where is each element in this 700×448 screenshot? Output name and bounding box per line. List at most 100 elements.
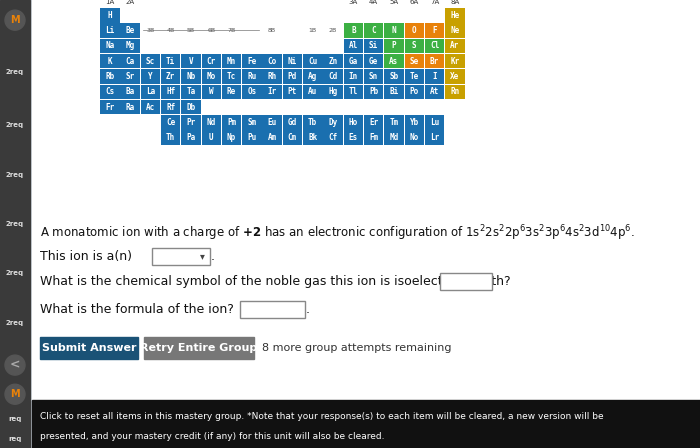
Bar [344,23,363,38]
Text: .: . [306,302,310,315]
Text: Ta: Ta [186,87,195,96]
Text: Fr: Fr [105,103,114,112]
Text: Ne: Ne [450,26,459,35]
Bar [344,39,363,53]
Text: Xe: Xe [450,72,459,81]
Bar [364,39,384,53]
Bar [344,130,363,145]
Text: Co: Co [267,56,276,66]
Bar [303,54,323,69]
Bar [181,130,201,145]
Text: Re: Re [227,87,236,96]
Text: Sm: Sm [247,118,256,127]
Bar [364,23,384,38]
Bar [364,69,384,84]
Bar [445,69,465,84]
Text: Submit Answer: Submit Answer [42,343,136,353]
Text: N: N [391,26,396,35]
Bar [262,69,282,84]
Bar [161,85,181,99]
Bar [303,85,323,99]
Text: Md: Md [389,133,398,142]
Bar [344,69,363,84]
Text: Click to reset all items in this mastery group. *Note that your response(s) to e: Click to reset all items in this mastery… [40,412,603,421]
Bar [202,130,221,145]
Bar [262,54,282,69]
Bar [144,337,254,359]
Text: 5B: 5B [187,28,195,33]
Text: Ac: Ac [146,103,155,112]
Text: S: S [412,41,416,50]
Text: 4A: 4A [369,0,378,5]
Text: M: M [10,15,20,25]
Bar [141,100,160,114]
Text: Er: Er [369,118,378,127]
Text: Zn: Zn [328,56,337,66]
Bar [405,130,424,145]
Text: Cf: Cf [328,133,337,142]
Bar [202,115,221,129]
Bar [384,130,404,145]
Text: Ru: Ru [247,72,256,81]
Text: 3B: 3B [146,28,155,33]
Text: 1A: 1A [105,0,114,5]
Bar [181,115,201,129]
Text: This ion is a(n): This ion is a(n) [40,250,132,263]
Text: W: W [209,87,214,96]
Bar [181,54,201,69]
Text: Bk: Bk [308,133,317,142]
Text: Db: Db [186,103,195,112]
Bar [344,85,363,99]
Text: Tc: Tc [227,72,236,81]
Text: Rf: Rf [166,103,175,112]
Text: Mo: Mo [206,72,216,81]
Bar [141,54,160,69]
Text: 5A: 5A [389,0,398,5]
Text: Ir: Ir [267,87,276,96]
Bar [222,85,242,99]
Bar [323,69,343,84]
Bar [262,115,282,129]
Text: What is the formula of the ion?: What is the formula of the ion? [40,302,234,315]
Bar [222,130,242,145]
Text: Th: Th [166,133,175,142]
Text: Cu: Cu [308,56,317,66]
Bar [100,23,120,38]
Text: Cm: Cm [288,133,297,142]
Bar [181,100,201,114]
Bar [141,85,160,99]
Text: Dy: Dy [328,118,337,127]
Text: 8B: 8B [268,28,277,33]
Bar [405,39,424,53]
Text: C: C [371,26,376,35]
Bar [283,54,302,69]
Bar [425,23,444,38]
Bar [222,115,242,129]
Text: Ge: Ge [369,56,378,66]
Text: Nd: Nd [206,118,216,127]
Text: No: No [410,133,419,142]
Text: A monatomic ion with a charge of $\mathbf{+2}$ has an electronic configuration o: A monatomic ion with a charge of $\mathb… [40,223,635,243]
Text: Ba: Ba [125,87,134,96]
Bar [425,85,444,99]
FancyBboxPatch shape [152,248,210,265]
Text: req: req [8,416,22,422]
Bar [32,0,700,400]
Text: 8 more group attempts remaining: 8 more group attempts remaining [262,343,452,353]
Text: F: F [432,26,437,35]
Text: Tl: Tl [349,87,358,96]
Text: Rn: Rn [450,87,459,96]
Text: Na: Na [105,41,114,50]
Text: Hf: Hf [166,87,175,96]
Bar [303,130,323,145]
Bar [425,115,444,129]
Bar [323,130,343,145]
Bar [303,115,323,129]
Text: Hg: Hg [328,87,337,96]
Bar [445,39,465,53]
Text: 1B: 1B [309,28,317,33]
Bar [32,400,700,448]
Bar [100,85,120,99]
Text: 2req: 2req [6,319,24,326]
Text: Si: Si [369,41,378,50]
